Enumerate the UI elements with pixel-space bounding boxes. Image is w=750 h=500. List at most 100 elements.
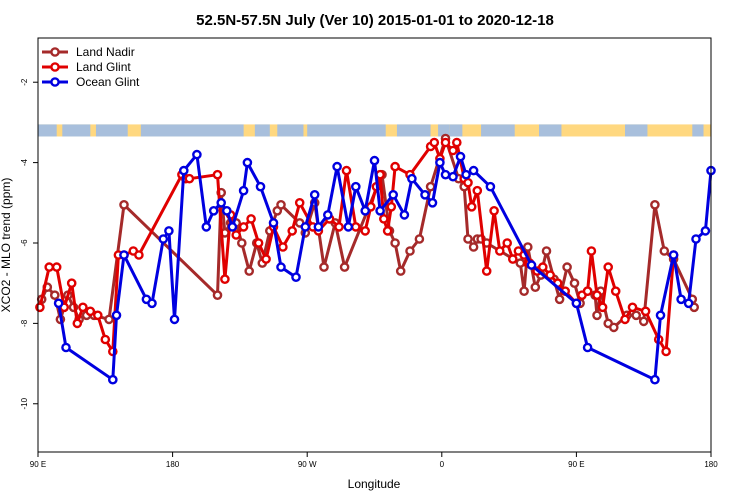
data-point [586,246,597,256]
x-tick-label: 0 [440,460,445,469]
data-point [463,177,473,188]
data-point [519,286,529,297]
data-point [468,242,479,252]
data-point [592,310,602,321]
data-point [455,151,466,162]
data-point [448,145,458,156]
data-point [72,318,83,329]
data-point [620,314,630,325]
data-point [538,262,548,272]
data-point [300,222,311,232]
data-point [515,258,526,268]
y-tick-label: -10 [20,397,29,409]
legend-marker [50,77,60,87]
data-point [287,226,298,236]
data-point [268,218,279,228]
data-point [545,270,556,280]
land-band-ocean [140,124,244,137]
data-point [541,246,552,256]
data-point [169,314,180,325]
data-point [360,226,371,236]
data-point [212,169,223,180]
data-point [61,342,71,353]
data-point [609,322,619,333]
data-point [108,374,118,385]
data-point [244,266,254,276]
data-point [461,169,471,180]
y-axis-label: XCO2 - MLO trend (ppm) [0,178,13,313]
data-point [294,197,305,208]
data-point [627,302,638,313]
data-point [216,197,226,208]
data-point [405,246,415,256]
data-point [407,173,417,184]
data-point [554,294,565,305]
data-point [399,210,410,220]
land-band-ocean [481,124,515,137]
y-tick-label: -2 [20,78,29,86]
data-point [386,201,397,212]
data-point [322,210,333,220]
data-point [378,214,389,224]
data-point [201,222,212,232]
data-point [44,262,55,272]
data-point [468,165,479,176]
data-point [208,205,219,216]
data-point [278,242,288,252]
legend-label: Land Nadir [76,45,135,59]
data-point [104,314,114,325]
data-point [221,205,232,216]
data-point [440,137,451,148]
data-point [390,161,400,172]
data-point [227,222,238,232]
data-point [451,137,462,148]
data-point [134,250,144,260]
data-point [341,165,352,176]
legend-label: Ocean Glint [76,75,140,89]
data-point [427,197,438,208]
data-point [582,342,593,353]
data-point [192,149,202,160]
data-point [369,155,380,166]
data-point [375,205,385,216]
data-point [242,157,253,168]
data-point [425,181,436,192]
data-point [339,262,350,272]
data-point [571,298,582,309]
data-point [334,222,344,232]
data-point [390,238,400,248]
data-point [220,274,230,285]
data-point [489,205,499,216]
data-point [661,346,671,357]
data-point [158,234,169,244]
x-tick-label: 90 E [30,460,46,469]
x-tick-label: 180 [704,460,718,469]
data-point [631,310,642,321]
data-point [610,286,621,297]
x-tick-label: 180 [166,460,180,469]
data-point [231,230,241,240]
land-band-ocean [438,124,450,137]
data-point [319,262,329,272]
data-point [119,199,129,210]
data-point [640,306,651,317]
data-point [276,262,286,272]
data-point [184,173,195,184]
data-point [164,226,174,236]
data-point [212,290,223,301]
land-band-ocean [396,124,431,137]
data-point [562,262,572,272]
data-point [78,302,88,313]
data-point [350,222,361,232]
land-band-ocean [449,124,463,137]
data-point [236,238,247,248]
data-point [35,302,45,313]
data-point [395,266,406,276]
data-point [420,189,430,200]
chart-title: 52.5N-57.5N July (Ver 10) 2015-01-01 to … [196,12,554,29]
data-point [51,262,62,272]
data-point [309,189,320,200]
data-point [253,238,264,248]
x-tick-label: 90 E [568,460,584,469]
data-point [526,260,537,270]
